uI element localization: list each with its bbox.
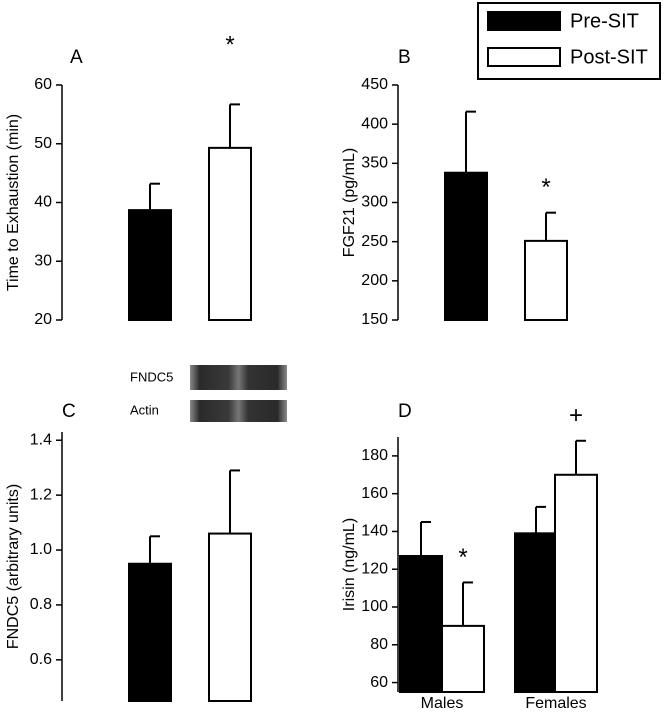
panel-letter: C: [62, 401, 76, 422]
blot-band: [190, 400, 287, 422]
y-tick-label: 150: [361, 311, 388, 328]
y-axis-label: FNDC5 (arbitrary units): [5, 484, 22, 649]
annotation: +: [569, 402, 583, 429]
panel-letter: D: [398, 401, 412, 422]
y-tick-label: 140: [361, 523, 388, 540]
x-tick-label: Females: [525, 695, 586, 712]
blot-label: FNDC5: [130, 369, 173, 384]
y-tick-label: 300: [361, 194, 388, 211]
y-tick-label: 1.4: [30, 431, 52, 448]
bar: [514, 532, 558, 693]
bar: [399, 555, 443, 693]
blot-band: [190, 365, 287, 390]
blot-label: Actin: [130, 402, 159, 417]
y-tick-label: 350: [361, 155, 388, 172]
y-tick-label: 30: [34, 252, 52, 269]
y-tick-label: 1.2: [30, 486, 52, 503]
x-tick-label: Males: [421, 695, 464, 712]
y-tick-label: 400: [361, 115, 388, 132]
bar: [208, 532, 252, 702]
bar: [128, 562, 172, 703]
y-axis-label: FGF21 (pg/mL): [341, 148, 358, 257]
y-tick-label: 60: [34, 76, 52, 93]
y-tick-label: 100: [361, 598, 388, 615]
panel-letter: A: [70, 47, 83, 68]
bar: [441, 624, 485, 694]
annotation: *: [458, 544, 467, 571]
y-tick-label: 1.0: [30, 541, 52, 558]
y-tick-label: 160: [361, 485, 388, 502]
bar: [208, 146, 252, 321]
y-tick-label: 60: [370, 674, 388, 691]
annotation: *: [225, 32, 234, 59]
y-tick-label: 120: [361, 560, 388, 577]
y-tick-label: 0.8: [30, 596, 52, 613]
bar: [554, 473, 598, 693]
y-tick-label: 250: [361, 233, 388, 250]
bar: [524, 239, 568, 321]
bar: [444, 171, 488, 321]
panel-letter: B: [398, 47, 411, 68]
y-tick-label: 0.6: [30, 651, 52, 668]
y-axis-label: Irisin (ng/mL): [341, 518, 358, 611]
blot-inset: FNDC5 Actin: [130, 365, 287, 422]
legend-label: Pre-SIT: [570, 10, 639, 32]
y-tick-label: 180: [361, 447, 388, 464]
y-tick-label: 450: [361, 76, 388, 93]
legend-swatch: [487, 11, 561, 31]
y-tick-label: 50: [34, 135, 52, 152]
bar: [128, 209, 172, 321]
legend-swatch: [487, 47, 561, 67]
y-tick-label: 200: [361, 272, 388, 289]
y-tick-label: 80: [370, 636, 388, 653]
legend-label: Post-SIT: [570, 46, 648, 68]
y-axis-label: Time to Exhaustion (min): [5, 114, 22, 291]
y-tick-label: 40: [34, 194, 52, 211]
y-tick-label: 20: [34, 311, 52, 328]
annotation: *: [541, 174, 550, 201]
